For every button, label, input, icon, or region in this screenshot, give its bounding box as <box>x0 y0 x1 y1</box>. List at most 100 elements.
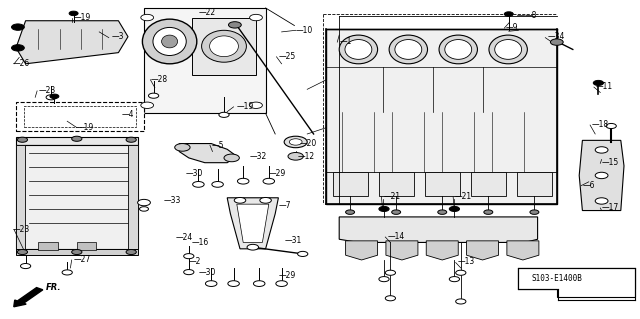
Ellipse shape <box>489 35 527 64</box>
Circle shape <box>141 102 154 108</box>
Bar <box>518 268 635 289</box>
Circle shape <box>253 281 265 286</box>
Text: —33: —33 <box>163 197 180 205</box>
Circle shape <box>595 198 608 204</box>
Circle shape <box>62 270 72 275</box>
Text: —3: —3 <box>112 32 125 41</box>
Ellipse shape <box>495 40 522 59</box>
Text: —31: —31 <box>285 236 302 245</box>
Circle shape <box>69 11 78 16</box>
Text: —25: —25 <box>278 52 296 61</box>
Circle shape <box>385 296 396 301</box>
Text: —26: —26 <box>13 59 30 68</box>
Polygon shape <box>326 29 557 204</box>
Circle shape <box>17 249 28 255</box>
Circle shape <box>379 206 389 211</box>
Polygon shape <box>16 145 138 249</box>
Text: —29: —29 <box>269 169 286 178</box>
Text: —21: —21 <box>384 192 401 201</box>
Circle shape <box>456 299 466 304</box>
Polygon shape <box>426 241 458 260</box>
Text: —29: —29 <box>278 271 296 280</box>
Ellipse shape <box>210 36 239 57</box>
Ellipse shape <box>339 35 378 64</box>
Circle shape <box>175 144 190 151</box>
Circle shape <box>12 45 24 51</box>
Ellipse shape <box>153 27 186 56</box>
Text: —34: —34 <box>547 32 564 41</box>
Text: —16: —16 <box>192 238 209 247</box>
Bar <box>128 145 138 249</box>
Circle shape <box>379 277 389 282</box>
Bar <box>192 18 256 75</box>
Circle shape <box>212 182 223 187</box>
Circle shape <box>276 281 287 286</box>
Circle shape <box>456 270 466 275</box>
Circle shape <box>449 277 460 282</box>
Text: —28: —28 <box>150 75 168 84</box>
Circle shape <box>484 210 493 214</box>
Bar <box>16 102 144 131</box>
Circle shape <box>140 207 148 211</box>
Circle shape <box>126 137 136 142</box>
Bar <box>379 172 414 196</box>
Polygon shape <box>507 241 539 260</box>
Text: —7: —7 <box>278 201 291 210</box>
Circle shape <box>141 14 154 21</box>
Ellipse shape <box>395 40 422 59</box>
Bar <box>77 242 96 250</box>
Text: —11: —11 <box>595 82 612 91</box>
Text: —2: —2 <box>189 257 201 266</box>
Text: —19: —19 <box>74 13 91 22</box>
Text: —5: —5 <box>211 141 224 150</box>
Bar <box>16 249 138 255</box>
Circle shape <box>72 249 82 255</box>
Polygon shape <box>237 204 269 242</box>
Text: —17: —17 <box>602 203 619 212</box>
Circle shape <box>237 178 249 184</box>
Circle shape <box>288 152 303 160</box>
Text: —10: —10 <box>296 26 313 35</box>
Text: —21: —21 <box>454 192 472 201</box>
Circle shape <box>205 281 217 286</box>
Circle shape <box>20 263 31 269</box>
Text: —27: —27 <box>74 256 91 264</box>
Circle shape <box>72 136 82 141</box>
Text: —15: —15 <box>602 158 619 167</box>
Text: —23: —23 <box>38 86 56 95</box>
Circle shape <box>593 80 604 85</box>
Circle shape <box>530 210 539 214</box>
Text: —1: —1 <box>339 37 351 46</box>
Text: —30: —30 <box>186 169 203 178</box>
Polygon shape <box>179 144 237 163</box>
Polygon shape <box>16 137 138 145</box>
Circle shape <box>298 251 308 256</box>
FancyArrow shape <box>14 288 43 307</box>
Polygon shape <box>346 241 378 260</box>
Text: S103-E1400B: S103-E1400B <box>531 274 582 283</box>
Ellipse shape <box>389 35 428 64</box>
Text: —32: —32 <box>250 152 267 161</box>
Polygon shape <box>386 241 418 260</box>
Text: —12: —12 <box>298 152 315 161</box>
Circle shape <box>224 154 239 162</box>
Circle shape <box>449 206 460 211</box>
Circle shape <box>392 210 401 214</box>
Text: —6: —6 <box>582 181 595 189</box>
Polygon shape <box>339 217 538 242</box>
Circle shape <box>46 95 56 100</box>
Circle shape <box>438 210 447 214</box>
Bar <box>144 8 266 113</box>
Text: —20: —20 <box>300 139 317 148</box>
Ellipse shape <box>202 30 246 62</box>
Text: —13: —13 <box>458 257 475 266</box>
Text: —30: —30 <box>198 268 216 277</box>
Circle shape <box>50 94 59 99</box>
Text: —19: —19 <box>237 102 254 111</box>
Circle shape <box>193 182 204 187</box>
Circle shape <box>247 244 259 250</box>
Circle shape <box>250 102 262 108</box>
Circle shape <box>550 39 563 45</box>
Circle shape <box>385 270 396 275</box>
Circle shape <box>263 178 275 184</box>
